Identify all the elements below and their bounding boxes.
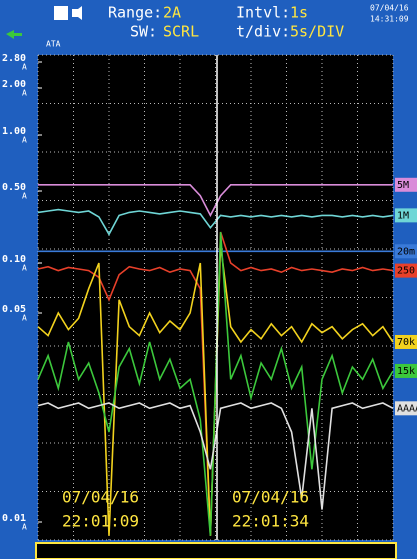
- series-tag: 1M: [397, 210, 409, 221]
- y-tick-label: 2.00: [2, 79, 26, 90]
- sw-label: SW:: [130, 23, 157, 41]
- series-tag-box: [395, 263, 417, 278]
- series-tag: 250: [397, 266, 415, 277]
- range-value: 2A: [163, 4, 181, 22]
- series-tag-box: [395, 177, 417, 192]
- status-box: [35, 542, 397, 559]
- series-tag-box: [395, 208, 417, 223]
- tdiv-label: t/div:: [236, 23, 290, 41]
- icon-speaker: [72, 6, 82, 20]
- icon-plug: [6, 30, 22, 39]
- intvl-value: 1s: [290, 4, 308, 22]
- series-tag: 15k: [397, 366, 415, 377]
- y-tick-unit: A: [22, 264, 27, 273]
- time: 14:31:09: [370, 15, 409, 24]
- tdiv-value: 5s/DIV: [290, 23, 344, 41]
- sw-value: SCRL: [163, 23, 199, 41]
- series-line: [37, 402, 394, 510]
- series-tag-box: [395, 363, 417, 378]
- series-line: [37, 231, 394, 536]
- date: 07/04/16: [370, 4, 409, 13]
- y-tick-unit: A: [22, 523, 27, 532]
- intvl-label: Intvl:: [236, 4, 290, 22]
- y-tick-label: 0.05: [2, 304, 26, 315]
- cursor-time: 22:01:34: [232, 512, 309, 531]
- y-tick-unit: A: [22, 63, 27, 72]
- y-tick-label: 2.80: [2, 53, 26, 64]
- series-tag: 20m: [397, 246, 415, 257]
- series-tag: 5M: [397, 180, 409, 191]
- cursor-date: 07/04/16: [232, 488, 309, 507]
- cursor-date: 07/04/16: [62, 488, 139, 507]
- icon-memory: [54, 6, 68, 20]
- y-tick-unit: A: [22, 192, 27, 201]
- series-line: [38, 184, 393, 218]
- series-line: [37, 208, 394, 236]
- series-tag: AAAA: [397, 403, 417, 414]
- icon-text: ATA: [46, 40, 61, 49]
- series-tag-box: [395, 244, 417, 259]
- y-tick-label: 1.00: [2, 126, 26, 137]
- range-label: Range:: [108, 4, 162, 22]
- series-tag-box: [395, 401, 417, 416]
- y-tick-label: 0.50: [2, 182, 26, 193]
- y-tick-unit: A: [22, 89, 27, 98]
- series-tag: 70k: [397, 337, 415, 348]
- y-tick-unit: A: [22, 314, 27, 323]
- y-tick-label: 0.10: [2, 254, 26, 265]
- y-tick-label: 0.01: [2, 513, 26, 524]
- y-tick-unit: A: [22, 136, 27, 145]
- cursor-time: 22:01:09: [62, 512, 139, 531]
- series-tag-box: [395, 334, 417, 349]
